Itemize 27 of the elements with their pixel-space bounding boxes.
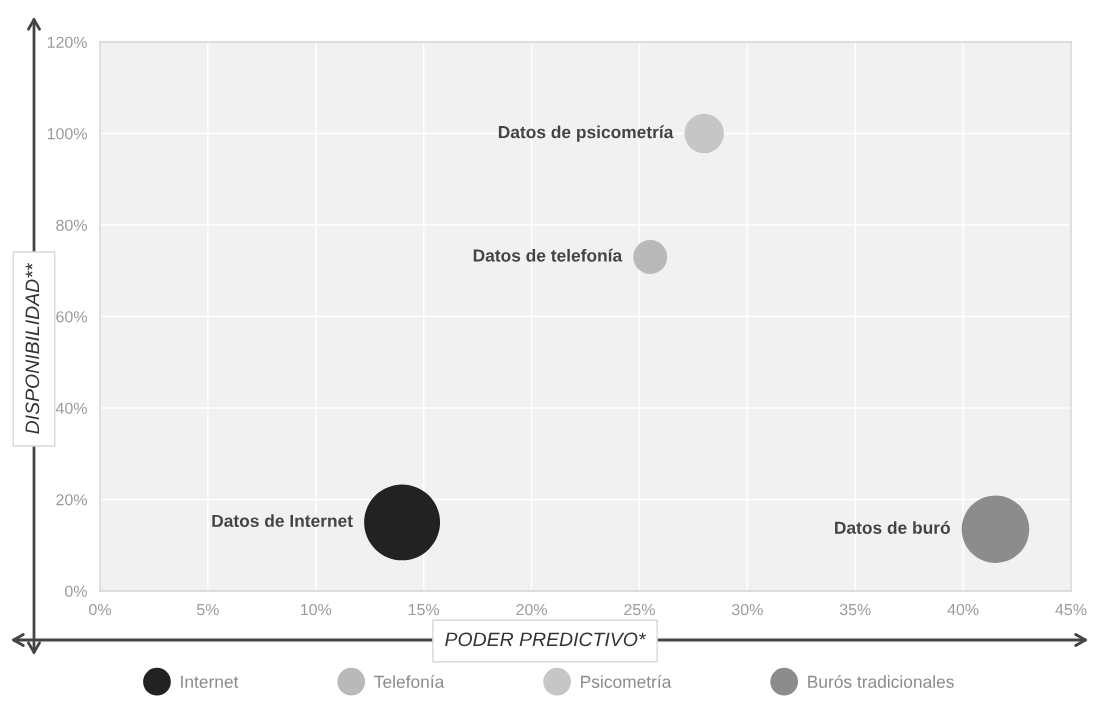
- y-tick-label: 20%: [56, 494, 87, 506]
- x-tick-label: 0%: [89, 603, 111, 616]
- y-tick-label: 100%: [47, 128, 87, 140]
- x-tick-label: 10%: [301, 603, 332, 616]
- x-tick-label: 35%: [839, 603, 871, 616]
- x-tick-label: 45%: [1055, 603, 1087, 616]
- x-tick-label: 25%: [624, 603, 655, 616]
- x-tick-label: 30%: [731, 603, 763, 616]
- y-axis-title: DISPONIBILIDAD**: [25, 263, 40, 434]
- annotation: Datos de Internet: [212, 514, 353, 528]
- legend-label: Psicometría: [581, 674, 672, 688]
- legend-label: Internet: [181, 675, 239, 688]
- x-axis-title: PODER PREDICTIVO*: [445, 632, 646, 647]
- x-tick-label: 40%: [947, 603, 979, 616]
- annotation: Datos de psicometría: [498, 125, 674, 142]
- y-tick-label: 80%: [56, 219, 87, 231]
- x-tick-label: 5%: [196, 603, 219, 616]
- x-tick-label: 20%: [516, 603, 547, 616]
- y-tick-label: 120%: [47, 36, 87, 48]
- annotation: Datos de buró: [835, 520, 950, 534]
- x-tick-label: 15%: [408, 603, 440, 616]
- legend-label: Telefonía: [374, 674, 445, 688]
- y-tick-label: 60%: [56, 311, 87, 323]
- legend-label: Burós tradicionales: [808, 674, 954, 688]
- y-tick-label: 0%: [65, 585, 87, 597]
- annotation: Datos de telefonía: [473, 248, 623, 262]
- y-tick-label: 40%: [55, 402, 87, 414]
